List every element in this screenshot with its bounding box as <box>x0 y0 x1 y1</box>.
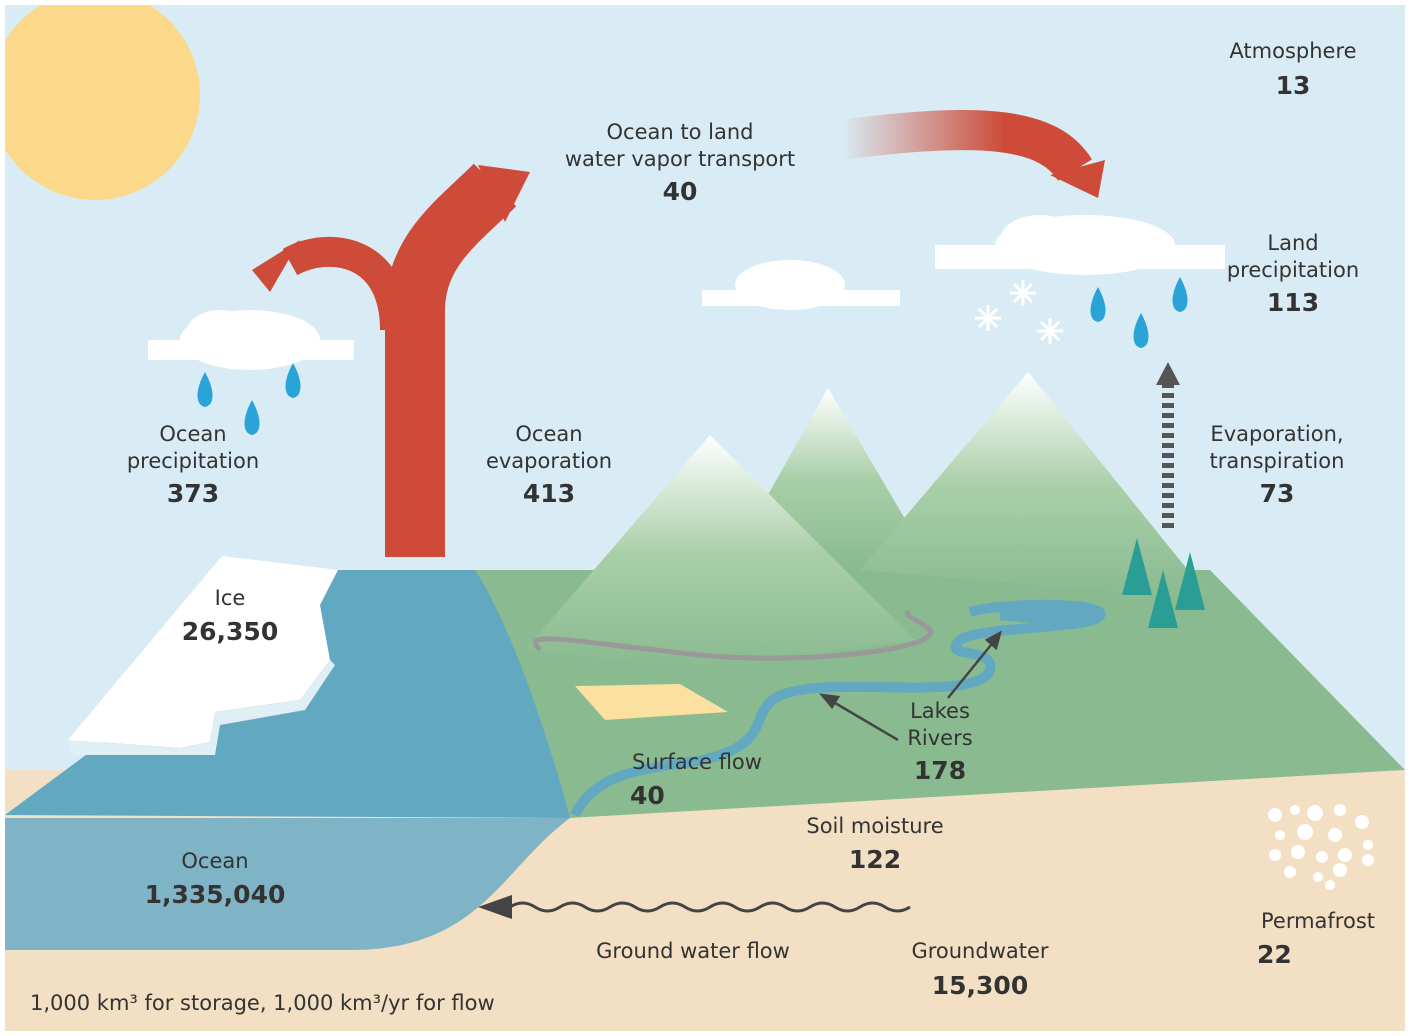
mountain <box>525 435 915 670</box>
arrowhead <box>1156 362 1180 385</box>
node-value: 13 <box>1276 71 1311 100</box>
sun <box>5 5 200 200</box>
node-label: Ground water flow <box>596 939 790 963</box>
node-label: Ice <box>215 586 246 610</box>
node-label: Groundwater <box>911 939 1048 963</box>
node-value: 373 <box>167 479 219 508</box>
node-value: 40 <box>630 781 665 810</box>
ice <box>68 556 338 748</box>
node-value: 413 <box>523 479 575 508</box>
permafrost-dots <box>1268 804 1374 890</box>
node-label: Atmosphere <box>1229 39 1356 63</box>
node-value: 73 <box>1260 479 1295 508</box>
node-value: 113 <box>1267 288 1319 317</box>
mountain <box>860 372 1212 600</box>
footnote: 1,000 km³ for storage, 1,000 km³/yr for … <box>30 991 495 1015</box>
trees <box>1122 538 1205 628</box>
field <box>575 684 728 720</box>
transport-arrow <box>837 110 1092 182</box>
node-label: transpiration <box>1210 449 1345 473</box>
node-value: 40 <box>663 177 698 206</box>
ground-edge <box>570 770 1405 818</box>
drops <box>197 277 1188 435</box>
node-label: Land <box>1267 231 1318 255</box>
node-value: 1,335,040 <box>145 880 286 909</box>
node-label: precipitation <box>127 449 259 473</box>
groundwater-flow <box>509 901 911 913</box>
node-value: 26,350 <box>182 617 278 646</box>
arrowhead <box>478 895 512 919</box>
arrowhead <box>478 165 530 222</box>
node-label: Soil moisture <box>806 814 943 838</box>
mountain <box>765 388 935 570</box>
node-label: Permafrost <box>1261 909 1375 933</box>
node-label: Ocean to land <box>607 120 754 144</box>
snowflakes <box>975 280 1063 344</box>
arrowhead <box>252 240 300 292</box>
node-value: 122 <box>849 845 901 874</box>
road <box>532 609 933 661</box>
node-label: evaporation <box>486 449 612 473</box>
ice-edge <box>68 660 335 755</box>
clouds <box>148 215 1225 370</box>
node-value: 15,300 <box>932 971 1028 1000</box>
node-label: Ocean <box>181 849 248 873</box>
node-label: Ocean <box>515 422 582 446</box>
node-label: precipitation <box>1227 258 1359 282</box>
node-label: Rivers <box>907 726 972 750</box>
node-value: 178 <box>914 756 966 785</box>
node-label: Ocean <box>159 422 226 446</box>
precip-arrow <box>282 236 410 331</box>
node-label: water vapor transport <box>565 147 795 171</box>
node-label: Surface flow <box>632 750 762 774</box>
node-value: 22 <box>1257 940 1292 969</box>
node-label: Evaporation, <box>1210 422 1343 446</box>
node-label: Lakes <box>910 699 970 723</box>
lake <box>1000 604 1105 624</box>
pointers <box>819 630 1002 742</box>
evaporation-arrow <box>385 163 517 557</box>
ocean-front <box>5 818 570 950</box>
arrowhead <box>1050 160 1105 198</box>
